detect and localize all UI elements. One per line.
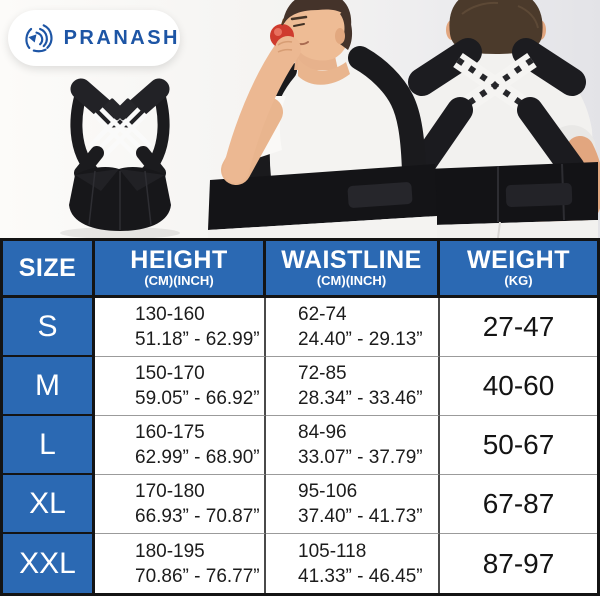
height-cm-value: 130-160 (135, 304, 205, 325)
waistline-cell-m: 72-85 28.34” - 33.46” (266, 357, 440, 416)
height-inch-value: 66.93” - 70.87” (135, 506, 260, 527)
size-cell-m: M (3, 357, 95, 416)
weight-cell-s: 27-47 (440, 298, 597, 357)
waist-inch-value: 33.07” - 37.79” (298, 447, 423, 468)
size-cell-xl: XL (3, 475, 95, 534)
waist-cm-value: 72-85 (298, 363, 347, 384)
weight-cell-xxl: 87-97 (440, 534, 597, 593)
waist-inch-value: 41.33” - 46.45” (298, 565, 423, 587)
header-weight: WEIGHT (KG) (440, 241, 597, 298)
size-table: SIZE HEIGHT (CM)(INCH) WAISTLINE (CM)(IN… (0, 238, 600, 596)
weight-cell-m: 40-60 (440, 357, 597, 416)
size-cell-xxl: XXL (3, 534, 95, 593)
height-cm-value: 160-175 (135, 422, 205, 443)
height-cell-xxl: 180-195 70.86” - 76.77” (95, 534, 266, 593)
size-cell-l: L (3, 416, 95, 475)
hero-photo: PRANASH (0, 0, 600, 238)
height-inch-value: 51.18” - 62.99” (135, 329, 260, 350)
height-cell-m: 150-170 59.05” - 66.92” (95, 357, 266, 416)
product-photo (60, 78, 180, 238)
header-size-label: SIZE (18, 253, 77, 282)
height-inch-value: 59.05” - 66.92” (135, 388, 260, 409)
front-model (208, 0, 437, 238)
swirl-wave-icon (25, 24, 53, 53)
waistline-cell-l: 84-96 33.07” - 37.79” (266, 416, 440, 475)
header-waistline: WAISTLINE (CM)(INCH) (266, 241, 440, 298)
height-cm-value: 150-170 (135, 363, 205, 384)
brand-logo: PRANASH (8, 10, 180, 66)
header-weight-units: (KG) (504, 273, 533, 289)
header-size: SIZE (3, 241, 95, 298)
header-height-units: (CM)(INCH) (144, 273, 214, 289)
height-cell-s: 130-160 51.18” - 62.99” (95, 298, 266, 357)
waist-cm-value: 105-118 (298, 540, 367, 562)
waist-inch-value: 24.40” - 29.13” (298, 329, 423, 350)
waist-inch-value: 37.40” - 41.73” (298, 506, 423, 527)
waistline-cell-xxl: 105-118 41.33” - 46.45” (266, 534, 440, 593)
height-cm-value: 180-195 (135, 540, 205, 562)
header-height-label: HEIGHT (130, 246, 228, 275)
weight-cell-xl: 67-87 (440, 475, 597, 534)
height-inch-value: 70.86” - 76.77” (135, 565, 260, 587)
height-inch-value: 62.99” - 68.90” (135, 447, 260, 468)
waist-cm-value: 95-106 (298, 481, 358, 502)
brand-logo-text: PRANASH (63, 26, 180, 49)
waistline-cell-xl: 95-106 37.40” - 41.73” (266, 475, 440, 534)
hero-scene (0, 0, 600, 238)
height-cm-value: 170-180 (135, 481, 205, 502)
header-height: HEIGHT (CM)(INCH) (95, 241, 266, 298)
header-weight-label: WEIGHT (467, 246, 570, 275)
size-cell-s: S (3, 298, 95, 357)
header-waistline-units: (CM)(INCH) (316, 273, 387, 289)
waist-cm-value: 84-96 (298, 422, 347, 443)
header-waistline-label: WAISTLINE (281, 246, 422, 275)
waist-inch-value: 28.34” - 33.46” (298, 388, 423, 409)
waist-cm-value: 62-74 (298, 304, 347, 325)
height-cell-l: 160-175 62.99” - 68.90” (95, 416, 266, 475)
height-cell-xl: 170-180 66.93” - 70.87” (95, 475, 266, 534)
waistline-cell-s: 62-74 24.40” - 29.13” (266, 298, 440, 357)
weight-cell-l: 50-67 (440, 416, 597, 475)
back-model (402, 0, 600, 238)
